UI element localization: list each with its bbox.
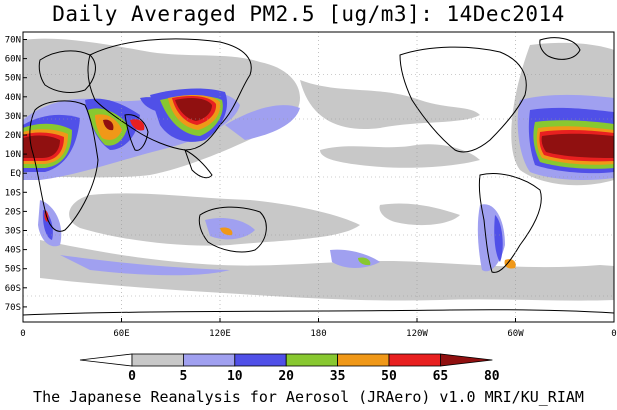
lat-tick-label: 40S: [5, 246, 21, 256]
colorbar-segment: [337, 353, 390, 367]
lat-tick-label: 50N: [5, 74, 21, 84]
lat-tick-label: 40N: [5, 93, 21, 103]
antarctica-coast: [23, 309, 614, 316]
lon-tick-label: 60E: [113, 329, 129, 339]
longitude-axis: 0 60E 120E 180 120W 60W 0: [20, 318, 617, 339]
lon-tick-label: 120E: [209, 329, 231, 339]
lon-tick-label: 0: [20, 329, 25, 339]
latitude-axis: 70N 60N 50N 40N 30N 20N 10N EQ 10S 20S 30S 40S 50S 60…: [5, 36, 27, 313]
lat-tick-label: 60S: [5, 284, 21, 294]
africa-coast: [29, 100, 99, 232]
colorbar-segment: [182, 353, 236, 367]
europe-coast: [38, 50, 96, 93]
colorbar-level-label: 20: [278, 369, 294, 384]
seasia-coast: [184, 149, 213, 179]
colorbar-level-label: 50: [381, 369, 397, 384]
lat-tick-label: 50S: [5, 265, 21, 275]
lat-tick-label: 10S: [5, 188, 21, 198]
australia-coast: [198, 206, 267, 253]
colorbar-level-label: 5: [179, 369, 187, 384]
lon-tick-label: 0: [611, 329, 616, 339]
colorbar-level-label: 10: [227, 369, 243, 384]
lon-tick-label: 60W: [507, 329, 524, 339]
lat-tick-label: 70S: [5, 303, 21, 313]
lat-tick-label: 20N: [5, 131, 21, 141]
colorbar-segment: [131, 353, 184, 367]
colorbar-segment: [285, 353, 339, 367]
colorbar-level-label: 35: [330, 369, 346, 384]
lat-tick-label: 30S: [5, 227, 21, 237]
colorbar-max-arrow: [439, 353, 493, 367]
india-coast: [124, 114, 149, 151]
chart-title: Daily Averaged PM2.5 [ug/m3]: 14Dec2014: [52, 2, 565, 26]
colorbar-level-label: 80: [484, 369, 500, 384]
colorbar-level-label: 0: [128, 369, 136, 384]
colorbar-segment: [388, 353, 441, 367]
lat-lon-grid: [23, 32, 614, 322]
south-america-coast: [478, 172, 542, 273]
colorbar: 0 5 10 20 35 50 65 80: [79, 353, 500, 384]
lat-tick-label: EQ: [10, 169, 21, 179]
lat-tick-label: 20S: [5, 207, 21, 217]
lat-tick-label: 70N: [5, 36, 21, 46]
lon-tick-label: 180: [310, 329, 326, 339]
north-america-coast: [399, 46, 527, 153]
colorbar-min-arrow: [79, 353, 133, 367]
greenland-coast: [539, 37, 581, 60]
colorbar-segment: [234, 353, 287, 367]
asia-coast: [87, 38, 252, 151]
lon-tick-label: 120W: [406, 329, 428, 339]
lat-tick-label: 10N: [5, 150, 21, 160]
coastlines: [23, 37, 614, 316]
footer-credit: The Japanese Reanalysis for Aerosol (JRA…: [33, 388, 584, 406]
colorbar-level-label: 65: [433, 369, 449, 384]
lat-tick-label: 30N: [5, 112, 21, 122]
lat-tick-label: 60N: [5, 55, 21, 65]
